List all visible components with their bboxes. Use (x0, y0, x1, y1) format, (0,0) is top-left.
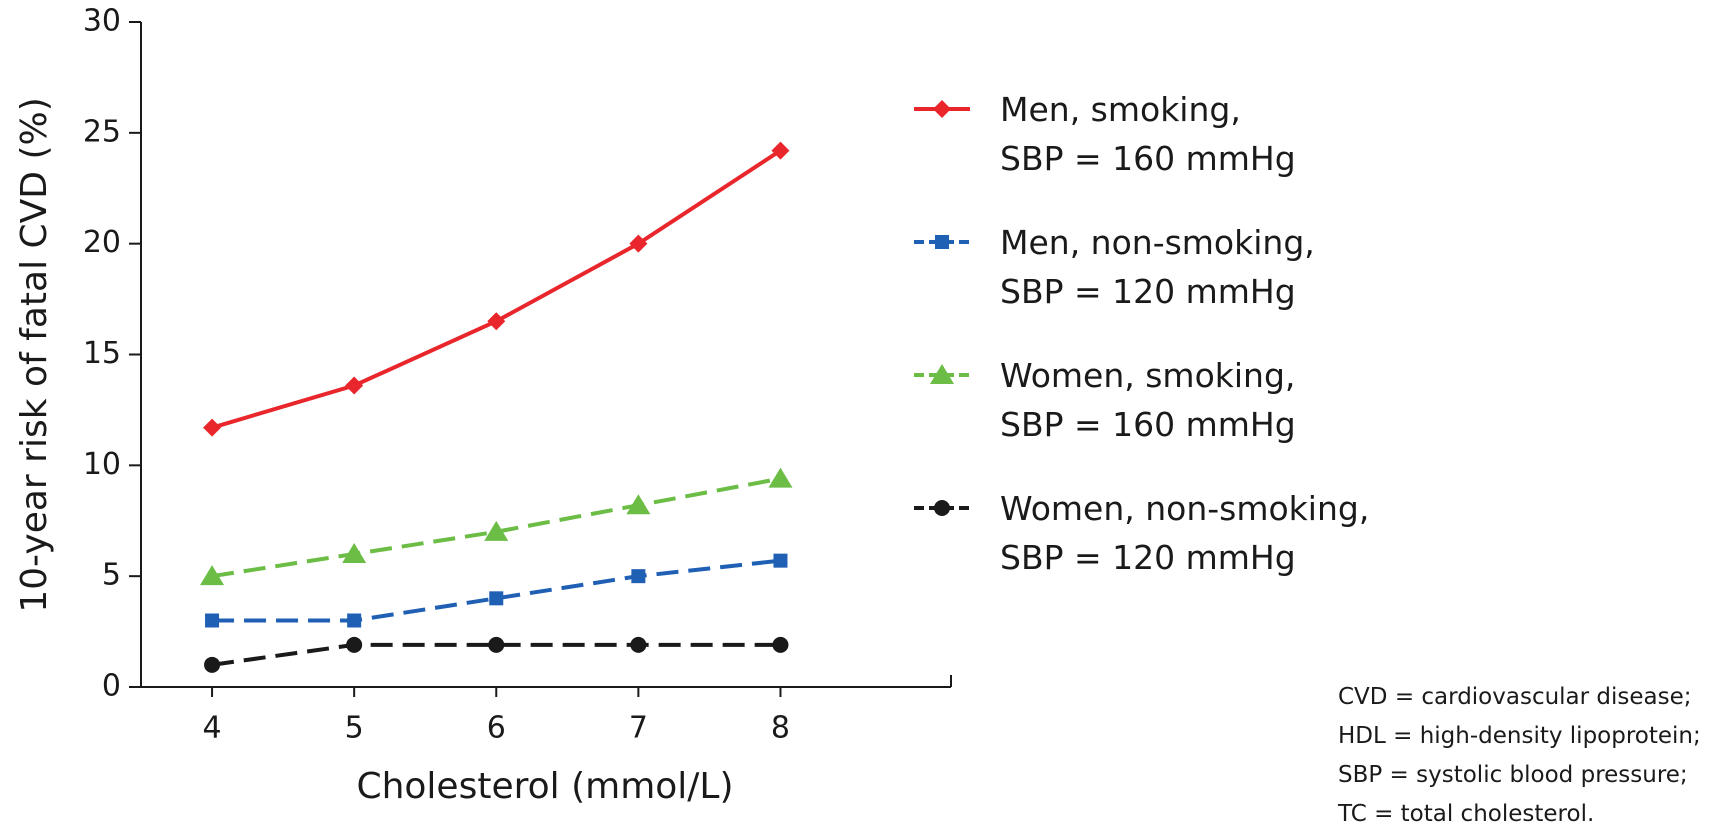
marker (630, 636, 647, 653)
x-tick-label: 5 (345, 711, 364, 746)
marker (768, 467, 793, 488)
y-tick-label: 25 (83, 114, 121, 149)
marker (203, 418, 222, 437)
marker (935, 235, 949, 249)
marker (487, 312, 506, 331)
marker (342, 543, 367, 563)
marker (205, 613, 220, 628)
marker (346, 636, 363, 653)
x-tick-label: 4 (203, 711, 222, 746)
marker (200, 565, 225, 586)
series-line (211, 476, 781, 579)
x-tick-label: 7 (629, 711, 648, 746)
y-tick-label: 5 (102, 558, 121, 593)
x-tick-label: 6 (487, 711, 506, 746)
marker (934, 500, 950, 516)
x-tick-label: 8 (771, 711, 790, 746)
marker (930, 364, 954, 384)
marker (488, 636, 505, 653)
footnote: HDL = high-density lipoprotein; (1338, 723, 1701, 749)
marker (773, 553, 788, 568)
marker (629, 234, 648, 253)
marker (484, 520, 509, 541)
y-tick-label: 30 (83, 4, 121, 39)
series-line (212, 558, 781, 623)
legend-label: Men, smoking, SBP = 160 mmHg (1000, 90, 1296, 178)
marker (626, 494, 651, 515)
y-tick-label: 0 (102, 669, 121, 704)
footnote: SBP = systolic blood pressure; (1338, 762, 1688, 788)
marker (772, 636, 789, 653)
series-line (211, 148, 782, 430)
marker (345, 376, 364, 395)
x-axis-label: Cholesterol (mmol/L) (356, 766, 733, 807)
legend-label: Women, smoking, SBP = 160 mmHg (1000, 356, 1296, 444)
marker (933, 100, 951, 118)
y-tick-label: 15 (83, 336, 121, 371)
legend-label: Men, non-smoking, SBP = 120 mmHg (1000, 223, 1315, 311)
marker (771, 141, 790, 160)
y-axis-label: 10-year risk of fatal CVD (%) (14, 97, 55, 613)
marker (347, 613, 362, 628)
marker (204, 656, 221, 673)
y-tick-label: 10 (83, 447, 121, 482)
marker (489, 591, 504, 606)
y-tick-label: 20 (83, 225, 121, 260)
legend-label: Women, non-smoking, SBP = 120 mmHg (1000, 489, 1370, 577)
footnote: TC = total cholesterol. (1338, 801, 1595, 827)
marker (631, 569, 646, 584)
footnote: CVD = cardiovascular disease; (1338, 684, 1692, 710)
